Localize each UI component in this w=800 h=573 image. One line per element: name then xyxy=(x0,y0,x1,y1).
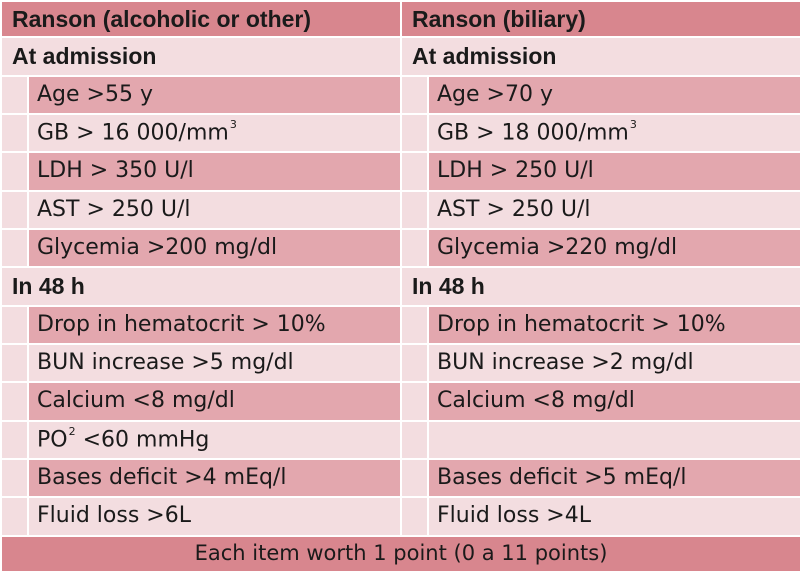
section-title-right: In 48 h xyxy=(400,266,800,307)
table-row: PO2 <60 mmHg xyxy=(0,419,800,460)
criterion-left: Glycemia >200 mg/dl xyxy=(27,227,402,269)
table-row: GB > 16 000/mm3 GB > 18 000/mm3 xyxy=(0,112,800,154)
criterion-right: Age >70 y xyxy=(427,74,800,115)
table-row: LDH > 350 U/l LDH > 250 U/l xyxy=(0,151,800,192)
header-alcoholic: Ranson (alcoholic or other) xyxy=(0,0,402,39)
table-row: Glycemia >200 mg/dl Glycemia >220 mg/dl xyxy=(0,227,800,269)
criterion-right: Calcium <8 mg/dl xyxy=(427,381,800,422)
section-title-right: At admission xyxy=(400,36,800,77)
criterion-left: Drop in hematocrit > 10% xyxy=(27,304,402,345)
criterion-right: Glycemia >220 mg/dl xyxy=(427,227,800,269)
criterion-left: PO2 <60 mmHg xyxy=(27,419,402,460)
section-title-left: At admission xyxy=(0,36,402,77)
criterion-left: BUN increase >5 mg/dl xyxy=(27,342,402,384)
criterion-left: Calcium <8 mg/dl xyxy=(27,381,402,422)
criterion-right: GB > 18 000/mm3 xyxy=(427,112,800,154)
table-row: Fluid loss >6L Fluid loss >4L xyxy=(0,496,800,537)
table-row: Drop in hematocrit > 10% Drop in hematoc… xyxy=(0,304,800,345)
table-row: Calcium <8 mg/dl Calcium <8 mg/dl xyxy=(0,381,800,422)
criterion-right xyxy=(427,419,800,460)
criterion-right: LDH > 250 U/l xyxy=(427,151,800,192)
table-row: BUN increase >5 mg/dl BUN increase >2 mg… xyxy=(0,342,800,384)
criterion-left: GB > 16 000/mm3 xyxy=(27,112,402,154)
criterion-left: LDH > 350 U/l xyxy=(27,151,402,192)
criterion-right: BUN increase >2 mg/dl xyxy=(427,342,800,384)
criterion-left: AST > 250 U/l xyxy=(27,189,402,230)
table-row: Age >55 y Age >70 y xyxy=(0,74,800,115)
criterion-left: Age >55 y xyxy=(27,74,402,115)
criterion-right: Fluid loss >4L xyxy=(427,496,800,537)
criterion-left: Fluid loss >6L xyxy=(27,496,402,537)
criterion-right: Bases deficit >5 mEq/l xyxy=(427,457,800,499)
criterion-left: Bases deficit >4 mEq/l xyxy=(27,457,402,499)
criterion-right: Drop in hematocrit > 10% xyxy=(427,304,800,345)
scoring-note: Each item worth 1 point (0 a 11 points) xyxy=(0,534,800,573)
section-row: At admission At admission xyxy=(0,36,800,77)
header-row: Ranson (alcoholic or other) Ranson (bili… xyxy=(0,0,800,39)
criterion-right: AST > 250 U/l xyxy=(427,189,800,230)
table-row: AST > 250 U/l AST > 250 U/l xyxy=(0,189,800,230)
section-title-left: In 48 h xyxy=(0,266,402,307)
footer-row: Each item worth 1 point (0 a 11 points) xyxy=(0,534,800,573)
section-row: In 48 h In 48 h xyxy=(0,266,800,307)
header-biliary: Ranson (biliary) xyxy=(400,0,800,39)
table-row: Bases deficit >4 mEq/l Bases deficit >5 … xyxy=(0,457,800,499)
